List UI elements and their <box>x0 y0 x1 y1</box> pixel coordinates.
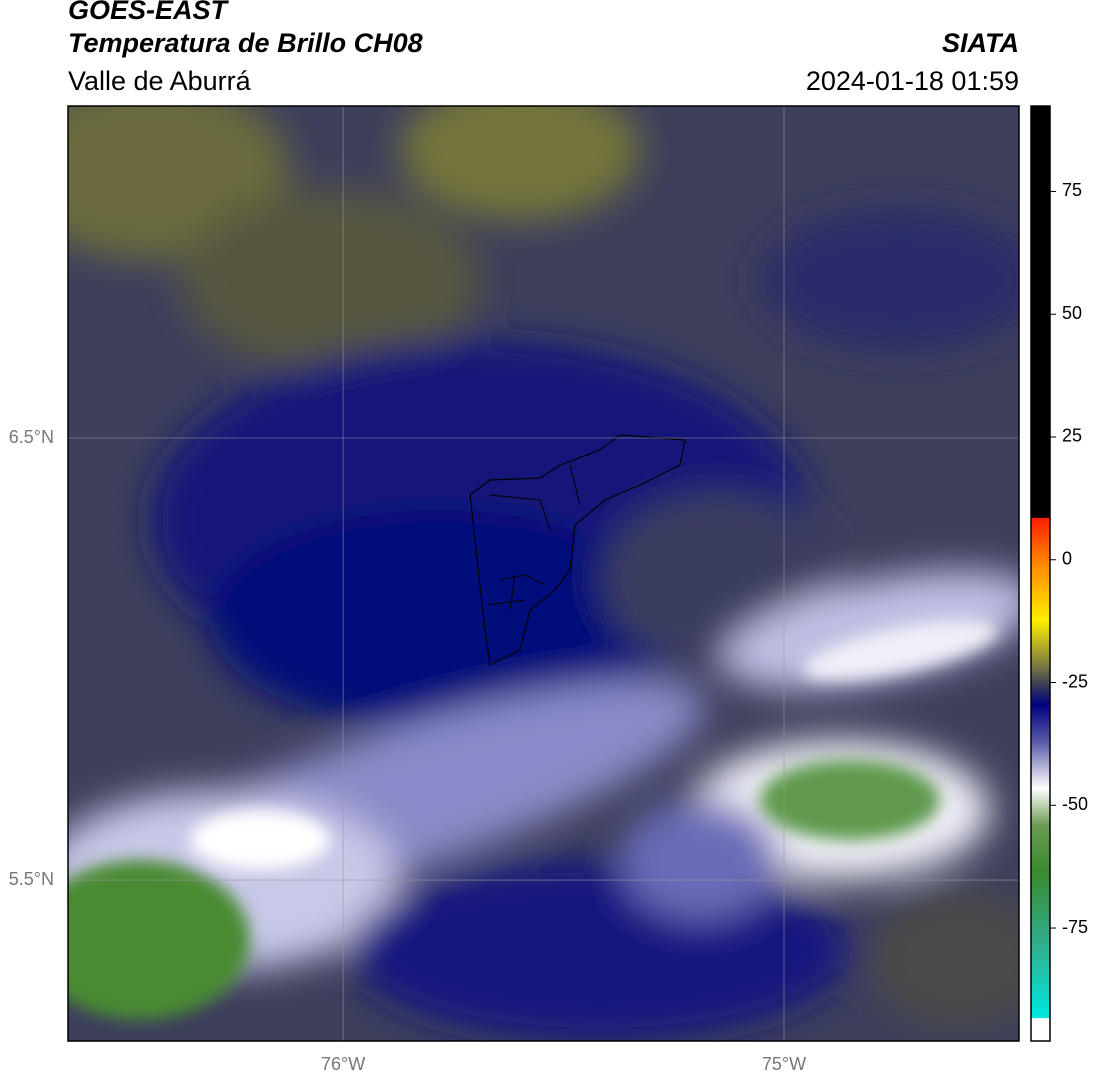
colorbar-tick-label: 75 <box>1062 180 1082 200</box>
satellite-image <box>68 106 1019 1041</box>
lat-label: 6.5°N <box>9 427 54 447</box>
map-frame <box>67 105 1020 1042</box>
lon-label: 76°W <box>321 1054 365 1074</box>
organization: SIATA <box>942 28 1019 58</box>
municipal-boundaries <box>487 464 581 611</box>
colorbar-tick-label: -75 <box>1062 917 1088 937</box>
colorbar-tick-label: 0 <box>1062 549 1072 569</box>
colorbar-tick-label: -25 <box>1062 671 1088 691</box>
lat-label: 5.5°N <box>9 869 54 889</box>
subtitle: Temperatura de Brillo CH08 <box>68 28 423 58</box>
lon-label: 75°W <box>762 1054 806 1074</box>
colorbar-tick-label: 25 <box>1062 426 1082 446</box>
colorbar <box>1030 105 1051 1042</box>
datetime: 2024-01-18 01:59 <box>806 66 1019 96</box>
colorbar-tick-label: -50 <box>1062 794 1088 814</box>
colorbar-tick-label: 50 <box>1062 303 1082 323</box>
region: Valle de Aburrá <box>68 66 252 96</box>
title: GOES-EAST <box>68 0 230 25</box>
valley-boundary <box>469 434 686 666</box>
